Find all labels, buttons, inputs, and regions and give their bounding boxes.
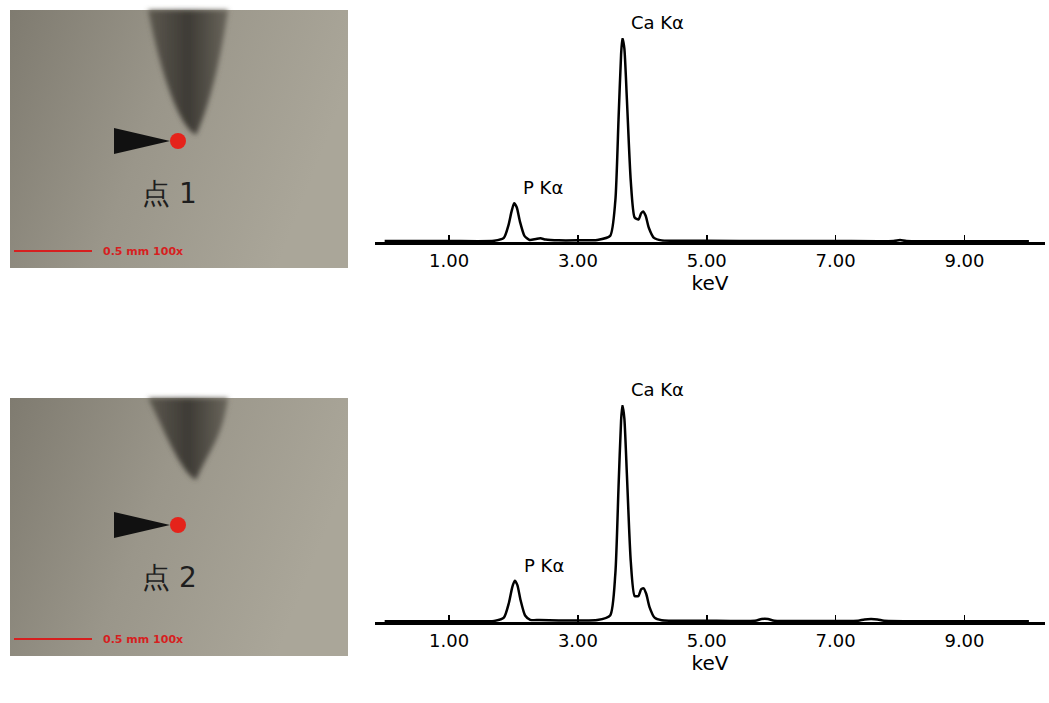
svg-text:keV: keV (692, 651, 729, 675)
svg-text:点 1: 点 1 (142, 177, 197, 210)
svg-text:Ca Kα: Ca Kα (631, 379, 684, 400)
svg-text:0.5 mm 100x: 0.5 mm 100x (103, 633, 183, 646)
svg-text:点 2: 点 2 (142, 561, 197, 594)
svg-text:7.00: 7.00 (816, 630, 856, 651)
svg-text:9.00: 9.00 (944, 630, 984, 651)
svg-text:3.00: 3.00 (558, 630, 598, 651)
svg-text:1.00: 1.00 (429, 630, 469, 651)
svg-text:5.00: 5.00 (687, 630, 727, 651)
svg-text:3.00: 3.00 (558, 250, 598, 271)
svg-text:1.00: 1.00 (429, 250, 469, 271)
svg-text:5.00: 5.00 (687, 250, 727, 271)
svg-text:7.00: 7.00 (816, 250, 856, 271)
svg-text:P Kα: P Kα (524, 555, 564, 576)
svg-text:9.00: 9.00 (944, 250, 984, 271)
svg-text:keV: keV (692, 271, 729, 295)
svg-text:Ca Kα: Ca Kα (631, 12, 684, 33)
svg-text:0.5 mm 100x: 0.5 mm 100x (103, 245, 183, 258)
svg-text:P Kα: P Kα (523, 177, 563, 198)
